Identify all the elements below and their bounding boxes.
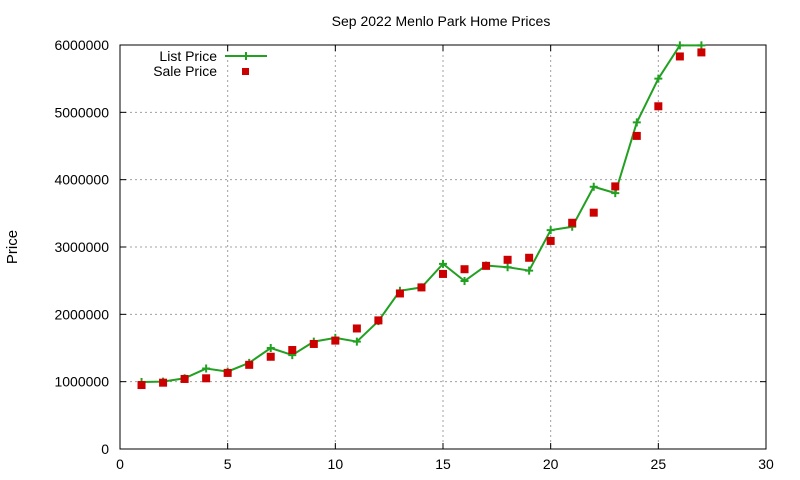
list-price-point [525, 266, 534, 275]
x-tick-label: 5 [224, 456, 232, 472]
x-tick-label: 0 [116, 456, 124, 472]
sale-price-point [611, 182, 620, 191]
sale-price-point [439, 269, 447, 278]
list-price-point [589, 182, 598, 191]
chart-title: Sep 2022 Menlo Park Home Prices [332, 13, 551, 29]
sale-price-point [331, 336, 340, 345]
sale-price-point [546, 236, 555, 245]
list-price-point [352, 337, 361, 346]
x-tick-label: 30 [758, 456, 774, 472]
y-tick-label: 0 [101, 441, 109, 457]
x-tick-label: 25 [651, 456, 667, 472]
sale-price-point [632, 131, 641, 140]
list-price-point [503, 263, 512, 272]
y-tick-label: 5000000 [54, 104, 109, 120]
x-tick-label: 15 [435, 456, 451, 472]
series-layer [137, 41, 706, 390]
sale-price-point [309, 339, 318, 348]
sale-price-point [654, 102, 663, 111]
sale-price-point [525, 253, 534, 262]
sale-price-point [245, 360, 254, 369]
y-tick-label: 6000000 [54, 37, 109, 53]
list-price-point [632, 118, 641, 127]
sale-price-point [503, 255, 512, 264]
sale-price-point [374, 316, 383, 325]
list-price-point [439, 259, 447, 268]
sale-price-point [202, 374, 211, 383]
y-tick-label: 4000000 [54, 172, 109, 188]
sale-price-point [482, 261, 491, 270]
x-tick-label: 10 [328, 456, 344, 472]
sale-price-point [675, 52, 684, 61]
sale-price-point [352, 324, 361, 333]
ticks-layer: 0 5 10 15 20 25 30 0 1000000 2000000 3000000 400000… [54, 37, 774, 472]
sale-price-point [395, 289, 404, 298]
list-price-point [697, 41, 706, 50]
grid-layer [120, 45, 766, 449]
list-price-point [266, 344, 275, 352]
sale-price-point [137, 381, 146, 390]
legend: List Price Sale Price [153, 48, 267, 79]
sale-price-point [288, 346, 297, 355]
list-price-point [675, 41, 684, 50]
y-tick-label: 2000000 [54, 306, 109, 322]
sale-price-point [266, 352, 275, 361]
sale-price-point [589, 208, 598, 217]
legend-marker-list-price [242, 52, 250, 60]
list-price-point [460, 277, 469, 286]
list-price-line [141, 44, 702, 384]
x-tick-label: 20 [543, 456, 559, 472]
list-price-point [611, 189, 620, 198]
sale-price-point [460, 265, 469, 274]
y-tick-label: 1000000 [54, 374, 109, 390]
sale-price-point [159, 378, 168, 387]
sale-price-point [568, 218, 577, 227]
y-axis-title: Price [4, 230, 21, 264]
list-price-point [654, 74, 663, 83]
sale-price-point [223, 368, 232, 377]
sale-price-point [180, 374, 189, 383]
y-tick-label: 3000000 [54, 239, 109, 255]
legend-marker-sale-price [242, 68, 249, 75]
legend-label-sale-price: Sale Price [153, 63, 217, 79]
sale-price-point [697, 48, 706, 57]
sale-price-point [417, 283, 426, 292]
legend-label-list-price: List Price [159, 48, 217, 64]
list-price-point [202, 364, 211, 373]
list-price-point [546, 226, 555, 235]
